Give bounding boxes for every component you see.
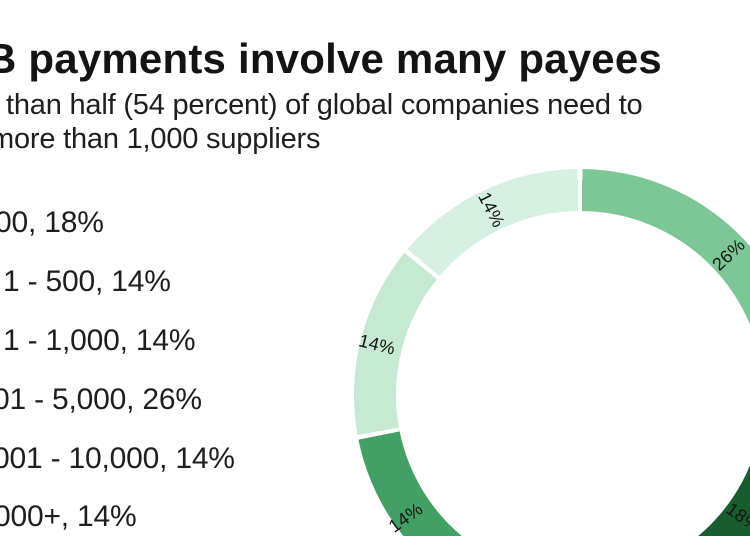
chart-subtitle-line-1: than half (54 percent) of global compani… xyxy=(6,89,643,121)
legend-item: 01 - 5,000, 26% xyxy=(0,383,202,416)
legend-item: 001 - 10,000, 14% xyxy=(0,442,235,475)
slice-label-14pct-bottom-left: 14% xyxy=(384,498,427,536)
legend-item: 1 - 1,000, 14% xyxy=(3,324,196,357)
slice-label-14pct-left: 14% xyxy=(356,330,398,359)
donut-hole xyxy=(396,211,750,536)
donut-chart: 26% 18% 14% 14% 14% 14% xyxy=(354,169,750,536)
legend-item: 00, 18% xyxy=(0,206,104,239)
chart-title: B payments involve many payees xyxy=(0,35,662,82)
chart-subtitle-line-2: more than 1,000 suppliers xyxy=(0,123,321,155)
legend-item: 1 - 500, 14% xyxy=(3,265,171,298)
legend-item: 000+, 14% xyxy=(0,500,137,533)
slice-label-14pct-top-left: 14% xyxy=(474,188,509,231)
